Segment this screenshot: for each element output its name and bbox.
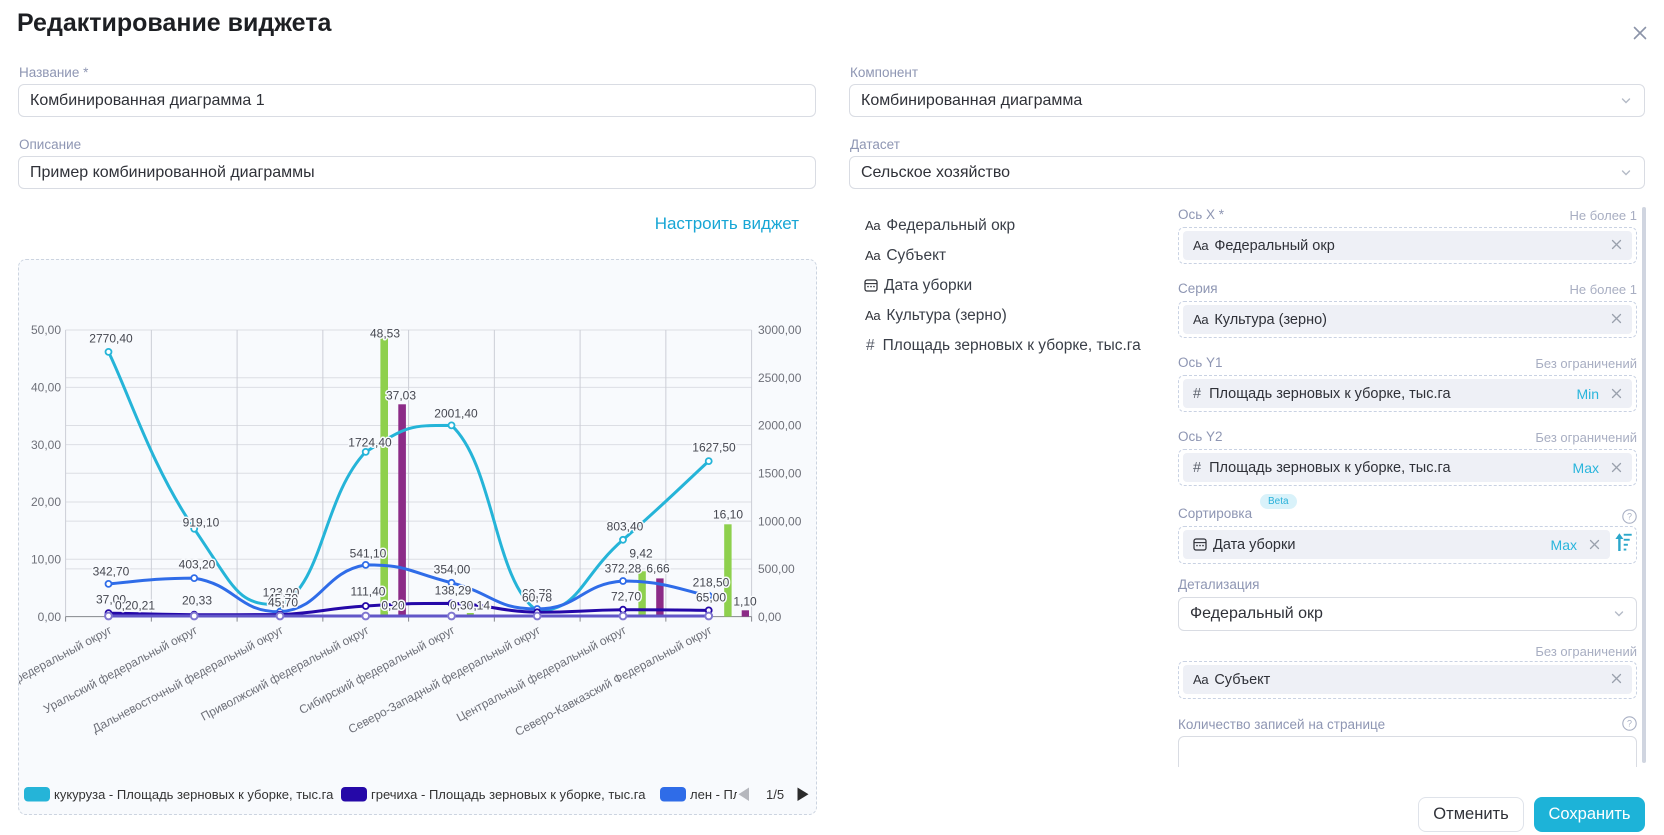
svg-text:гречиха - Площадь зерновых к у: гречиха - Площадь зерновых к уборке, тыс… [371,787,646,802]
svg-text:9,42: 9,42 [629,546,653,560]
svg-text:541,10: 541,10 [350,546,387,560]
svg-text:1000,00: 1000,00 [758,514,802,528]
svg-text:65,00: 65,00 [696,590,726,604]
svg-text:1724,40: 1724,40 [348,435,392,449]
svg-text:342,70: 342,70 [93,564,130,578]
svg-text:2500,00: 2500,00 [758,371,802,385]
svg-text:1500,00: 1500,00 [758,467,802,481]
svg-text:2000,00: 2000,00 [758,419,802,433]
svg-text:лен - Пло: лен - Пло [690,787,748,802]
svg-text:50,00: 50,00 [31,323,61,337]
svg-text:40,00: 40,00 [31,381,61,395]
svg-text:218,50: 218,50 [693,575,730,589]
svg-text:0,00: 0,00 [38,610,62,624]
svg-text:16,10: 16,10 [713,507,743,521]
svg-text:1/5: 1/5 [766,787,784,802]
svg-text:123,00: 123,00 [263,585,300,599]
svg-text:0,30,14: 0,30,14 [450,598,490,612]
svg-text:354,00: 354,00 [434,562,471,576]
svg-text:10,00: 10,00 [31,553,61,567]
svg-text:20,33: 20,33 [182,593,212,607]
svg-text:72,70: 72,70 [611,589,641,603]
svg-text:Сибирский федеральный округ: Сибирский федеральный округ [297,623,458,717]
svg-text:2770,40: 2770,40 [89,331,133,345]
svg-text:0,00: 0,00 [758,610,782,624]
svg-text:Уральский федеральный округ: Уральский федеральный округ [41,623,200,717]
svg-text:403,20: 403,20 [179,557,216,571]
svg-text:111,40: 111,40 [351,584,386,598]
svg-text:30,00: 30,00 [31,438,61,452]
svg-text:2001,40: 2001,40 [434,406,478,420]
svg-text:20,00: 20,00 [31,495,61,509]
svg-text:60,78: 60,78 [522,590,552,604]
svg-text:Центральный федеральный округ: Центральный федеральный округ [454,623,629,725]
svg-text:6,66: 6,66 [646,561,670,575]
svg-text:0,20,21: 0,20,21 [115,598,155,612]
svg-text:3000,00: 3000,00 [758,323,802,337]
svg-text:37,00: 37,00 [96,592,126,606]
svg-text:372,28: 372,28 [605,561,642,575]
svg-text:1,10: 1,10 [733,594,757,608]
svg-text:138,29: 138,29 [435,583,472,597]
svg-text:Приволжский федеральный округ: Приволжский федеральный округ [198,623,371,724]
svg-text:кукуруза - Площадь зерновых к: кукуруза - Площадь зерновых к уборке, ты… [54,787,334,802]
svg-text:500,00: 500,00 [758,562,795,576]
svg-text:45,70: 45,70 [268,595,298,609]
svg-text:803,40: 803,40 [607,519,644,533]
svg-text:45,70: 45,70 [268,591,298,605]
svg-text:?: ? [1627,719,1632,729]
svg-text:48,53: 48,53 [370,326,400,340]
svg-text:1627,50: 1627,50 [692,440,736,454]
svg-text:0,20: 0,20 [381,598,405,612]
svg-text:919,10: 919,10 [183,515,220,529]
svg-text:37,03: 37,03 [386,388,416,402]
svg-text:?: ? [1627,512,1632,522]
svg-text:60,78: 60,78 [522,586,552,600]
